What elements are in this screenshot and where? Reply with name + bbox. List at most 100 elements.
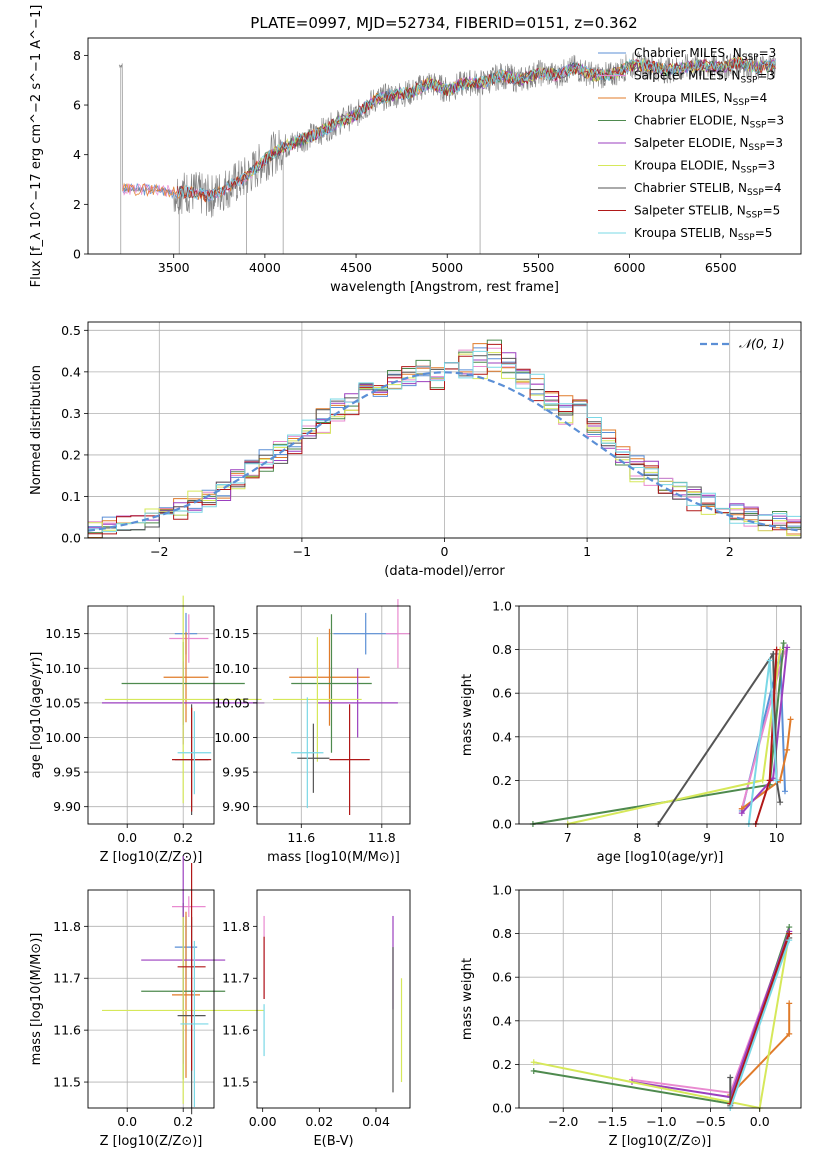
x-tick-label: 3500 — [158, 260, 190, 275]
axes-frame — [256, 889, 411, 1109]
chart-age_vs_Z: 0.0 0.2 9.90 9.95 10.00 10.05 10.10 10.15 Z [log… — [29, 595, 265, 865]
y-tick-label: 0.6 — [492, 970, 512, 985]
weight-point — [777, 799, 784, 806]
y-axis-label: Normed distribution — [29, 365, 44, 495]
x-axis-label: mass [log10(M/M⊙)] — [267, 850, 400, 865]
x-tick-label: 0.0 — [117, 1114, 137, 1129]
y-axis-label: age [log10(age/yr)] — [29, 652, 44, 779]
y-tick-label: 0.8 — [492, 926, 512, 941]
y-tick-label: 10.15 — [214, 626, 250, 641]
y-tick-label: 1.0 — [492, 883, 512, 898]
x-tick-label: −2.0 — [548, 1114, 578, 1129]
x-tick-label: 8 — [633, 830, 641, 845]
y-tick-label: 0.2 — [492, 1057, 512, 1072]
y-tick-label: 10.05 — [214, 695, 250, 710]
y-tick-label: 1.0 — [492, 599, 512, 614]
x-tick-label: 0.02 — [305, 1114, 333, 1129]
y-tick-label: 0.8 — [492, 642, 512, 657]
x-axis-label: E(B-V) — [313, 1134, 353, 1149]
y-tick-label: 9.95 — [53, 765, 81, 780]
x-tick-label: 0.2 — [173, 1114, 193, 1129]
axes-frame — [87, 889, 215, 1109]
y-tick-label: 10.10 — [45, 661, 81, 676]
y-tick-label: 2 — [73, 197, 81, 212]
y-tick-label: 0.6 — [492, 686, 512, 701]
legend: 𝒩(0, 1) — [700, 336, 785, 351]
y-tick-label: 0.5 — [61, 323, 81, 338]
x-tick-label: −0.5 — [695, 1114, 725, 1129]
y-tick-label: 0.4 — [492, 729, 512, 744]
y-tick-label: 11.5 — [53, 1075, 81, 1090]
y-tick-label: 0.4 — [61, 364, 81, 379]
x-tick-label: 6500 — [705, 260, 737, 275]
y-tick-label: 10.15 — [45, 626, 81, 641]
axes-frame — [518, 605, 802, 825]
y-tick-label: 0.0 — [492, 1101, 512, 1116]
x-axis-label: Z [log10(Z/Z⊙)] — [609, 1134, 712, 1149]
weight-point — [770, 775, 777, 782]
x-tick-label: 5500 — [523, 260, 555, 275]
weight-point — [786, 930, 793, 937]
y-tick-label: 11.5 — [222, 1075, 250, 1090]
y-tick-label: 9.90 — [53, 799, 81, 814]
x-tick-label: 6000 — [614, 260, 646, 275]
y-tick-label: 11.7 — [53, 971, 81, 986]
y-tick-label: 9.95 — [222, 765, 250, 780]
weight-point — [530, 1059, 537, 1066]
y-tick-label: 0 — [73, 247, 81, 262]
plot-area — [102, 595, 265, 816]
y-tick-label: 11.8 — [53, 919, 81, 934]
legend-label: Salpeter MILES, NSSP=3 — [634, 69, 775, 86]
weight-point — [727, 1074, 734, 1081]
y-tick-label: 0.1 — [61, 489, 81, 504]
plot-area — [529, 640, 794, 827]
legend-label: Salpeter ELODIE, NSSP=3 — [634, 136, 783, 153]
legend-label: Chabrier ELODIE, NSSP=3 — [634, 114, 784, 131]
x-axis-label: Z [log10(Z/Z⊙)] — [100, 850, 203, 865]
x-tick-label: 0.0 — [117, 830, 137, 845]
y-tick-label: 0.3 — [61, 406, 81, 421]
plot-area — [530, 924, 793, 1111]
axes-frame — [87, 37, 802, 255]
legend-label: Chabrier MILES, NSSP=3 — [634, 46, 776, 63]
legend-label: Kroupa ELODIE, NSSP=3 — [634, 159, 775, 176]
x-tick-label: 1 — [583, 544, 591, 559]
x-tick-label: 4500 — [340, 260, 372, 275]
x-tick-label: 11.6 — [287, 830, 315, 845]
plot-area — [118, 49, 776, 254]
y-tick-label: 0.4 — [492, 1013, 512, 1028]
x-tick-label: 5000 — [431, 260, 463, 275]
y-tick-label: 10.00 — [214, 730, 250, 745]
x-tick-label: 11.8 — [368, 830, 396, 845]
axes-frame — [518, 889, 802, 1109]
y-axis-label: mass weight — [460, 674, 475, 756]
figure-title: PLATE=0997, MJD=52734, FIBERID=0151, z=0… — [250, 14, 637, 32]
axes-frame — [87, 321, 802, 539]
y-tick-label: 0.2 — [492, 773, 512, 788]
x-tick-label: 9 — [703, 830, 711, 845]
weight-line-kroupa-stelib — [729, 939, 791, 1109]
chart-mass_vs_Z: 0.0 0.2 11.5 11.6 11.7 11.8 Z [log10(Z/Z⊙)] mas… — [29, 856, 265, 1149]
x-tick-label: 7 — [564, 830, 572, 845]
x-tick-label: −1 — [293, 544, 311, 559]
x-axis-label: wavelength [Angstrom, rest frame] — [330, 280, 559, 295]
weight-point — [530, 1067, 537, 1074]
y-tick-label: 4 — [73, 147, 81, 162]
y-tick-label: 10.10 — [214, 661, 250, 676]
weight-point — [766, 777, 773, 784]
x-axis-label: age [log10(age/yr)] — [597, 850, 724, 865]
weight-point — [786, 1030, 793, 1037]
weight-point — [786, 937, 793, 944]
plot-area — [87, 339, 802, 539]
x-tick-label: 0 — [441, 544, 449, 559]
x-tick-label: 0.0 — [750, 1114, 770, 1129]
chart-weights_vs_age: 7 8 9 10 0.0 0.2 0.4 0.6 0.8 1.0 age [log10(age/yr… — [460, 599, 802, 865]
y-tick-label: 11.6 — [53, 1023, 81, 1038]
weight-line-salpeter-stelib — [729, 933, 791, 1104]
x-tick-label: −1.0 — [646, 1114, 676, 1129]
y-axis-label: mass [log10(M/M⊙)] — [29, 933, 44, 1066]
x-tick-label: 4000 — [249, 260, 281, 275]
weight-point — [786, 1000, 793, 1007]
x-axis-label: Z [log10(Z/Z⊙)] — [100, 1134, 203, 1149]
